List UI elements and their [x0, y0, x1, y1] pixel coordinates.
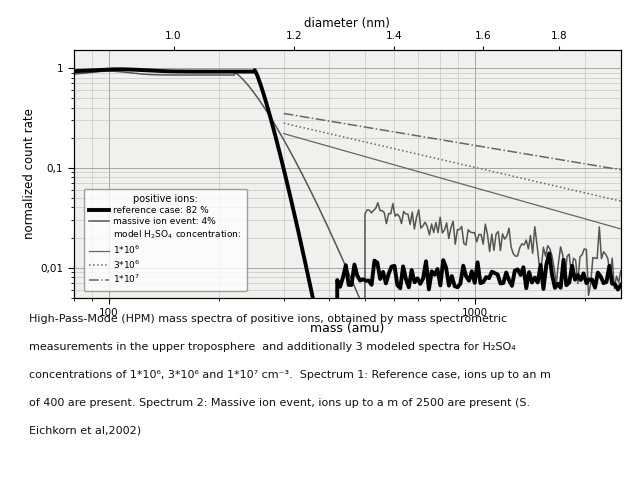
X-axis label: mass (amu): mass (amu)	[310, 322, 385, 335]
Legend: reference case: 82 %, massive ion event: 4%, model H$_2$SO$_4$ concentration:, 1: reference case: 82 %, massive ion event:…	[84, 189, 247, 290]
Text: concentrations of 1*10⁶, 3*10⁶ and 1*10⁷ cm⁻³.  Spectrum 1: Reference case, ions: concentrations of 1*10⁶, 3*10⁶ and 1*10⁷…	[29, 370, 550, 380]
Text: of 400 are present. Spectrum 2: Massive ion event, ions up to a m of 2500 are pr: of 400 are present. Spectrum 2: Massive …	[29, 398, 530, 408]
Y-axis label: normalized count rate: normalized count rate	[23, 108, 36, 240]
Text: Eichkorn et al,2002): Eichkorn et al,2002)	[29, 426, 141, 436]
Text: High-Pass-Mode (HPM) mass spectra of positive ions, obtained by mass spectrometr: High-Pass-Mode (HPM) mass spectra of pos…	[29, 314, 507, 324]
X-axis label: diameter (nm): diameter (nm)	[304, 17, 390, 30]
Text: measurements in the upper troposphere  and additionally 3 modeled spectra for H₂: measurements in the upper troposphere an…	[29, 342, 516, 352]
